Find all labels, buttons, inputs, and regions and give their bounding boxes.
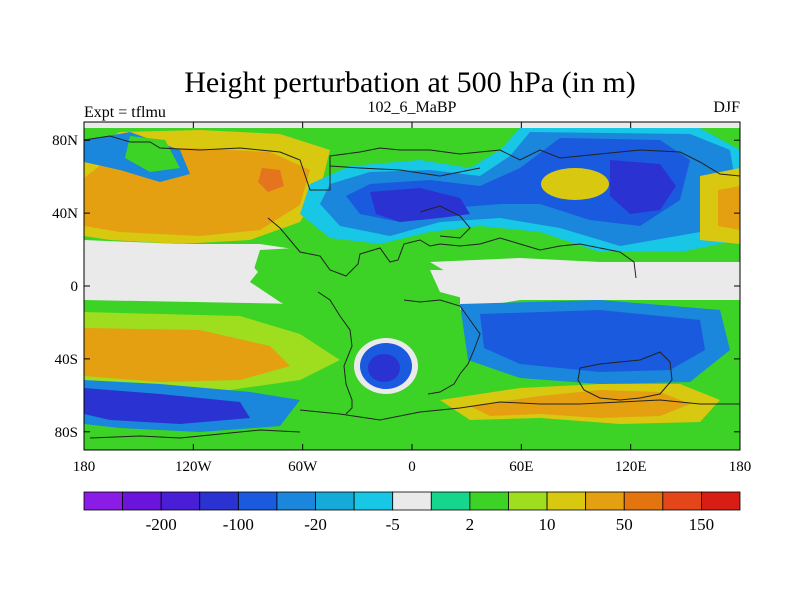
field-region <box>541 168 609 200</box>
colorbar-label: 150 <box>689 515 715 534</box>
coastline <box>419 205 471 239</box>
colorbar-label: -200 <box>146 515 177 534</box>
field-region <box>125 136 180 172</box>
coastline <box>329 165 481 177</box>
colorbar-swatch <box>199 491 239 511</box>
coastline <box>89 429 301 439</box>
field-region <box>610 160 676 214</box>
y-tick-label: 80N <box>52 133 78 149</box>
colorbar-swatch <box>430 491 471 511</box>
coastline <box>577 351 673 401</box>
colorbar: -200 -100 -20 -5 2 10 50 150 <box>83 491 741 534</box>
y-tick-label: 40N <box>52 206 78 222</box>
colorbar-label: 2 <box>466 515 475 534</box>
x-tick-label: 180 <box>73 459 96 475</box>
colorbar-swatch <box>122 491 162 511</box>
right-string: DJF <box>713 99 740 116</box>
colorbar-swatch <box>662 491 702 511</box>
colorbar-label: -100 <box>223 515 254 534</box>
coastline <box>317 291 353 415</box>
colorbar-label: -5 <box>386 515 400 534</box>
map-field <box>84 122 740 450</box>
x-axis: 180 120W 60W 0 60E 120E 180 <box>73 122 752 475</box>
left-string: Expt = tflmu <box>84 104 166 121</box>
y-tick-label: 40S <box>55 352 78 368</box>
field-region <box>250 244 460 324</box>
field-region <box>258 168 284 192</box>
colorbar-swatch <box>469 491 509 511</box>
y-axis: 80N 40N 0 40S 80S <box>52 133 740 441</box>
colorbar-swatch <box>585 491 625 511</box>
colorbar-label: 50 <box>616 515 633 534</box>
colorbar-swatch <box>237 491 278 511</box>
colorbar-swatch <box>276 491 316 511</box>
x-tick-label: 120W <box>175 459 213 475</box>
coastline <box>267 217 637 279</box>
field-region <box>370 188 470 222</box>
field-region <box>84 432 740 450</box>
colorbar-swatch <box>160 491 201 511</box>
x-tick-label: 0 <box>408 459 416 475</box>
colorbar-swatch <box>392 491 432 511</box>
x-tick-label: 120E <box>615 459 647 475</box>
y-tick-label: 0 <box>71 279 79 295</box>
field-region <box>718 186 740 230</box>
colorbar-swatch <box>315 491 355 511</box>
coastline <box>84 135 740 191</box>
colorbar-swatch <box>508 491 548 511</box>
colorbar-label: -20 <box>304 515 327 534</box>
coastline <box>299 399 740 421</box>
x-tick-label: 60E <box>509 459 533 475</box>
field-region <box>430 270 740 300</box>
coastline <box>403 299 481 395</box>
x-tick-label: 60W <box>288 459 318 475</box>
y-tick-label: 80S <box>55 425 78 441</box>
colorbar-swatch <box>83 491 123 511</box>
coastlines <box>84 135 740 439</box>
field-region <box>84 250 258 294</box>
colorbar-swatch <box>353 491 394 511</box>
field-region <box>84 328 290 382</box>
colorbar-label: 10 <box>539 515 556 534</box>
colorbar-swatch <box>623 491 664 511</box>
chart-title: Height perturbation at 500 hPa (in m) <box>184 66 636 99</box>
colorbar-swatch <box>701 491 741 511</box>
colorbar-swatch <box>546 491 587 511</box>
field-region <box>84 388 250 424</box>
field-region <box>368 354 400 382</box>
center-string: 102_6_MaBP <box>368 99 457 116</box>
x-tick-label: 180 <box>729 459 752 475</box>
